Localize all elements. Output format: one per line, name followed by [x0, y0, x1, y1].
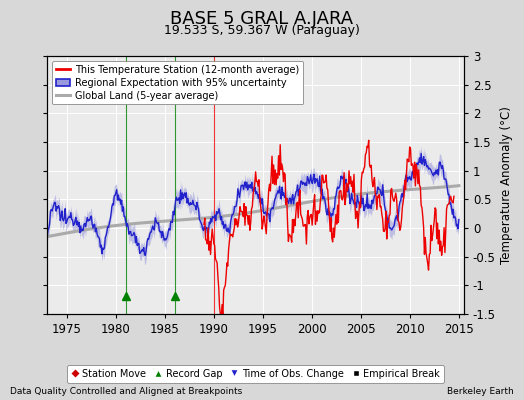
Text: 19.533 S, 59.367 W (Paraguay): 19.533 S, 59.367 W (Paraguay)	[164, 24, 360, 37]
Legend: Station Move, Record Gap, Time of Obs. Change, Empirical Break: Station Move, Record Gap, Time of Obs. C…	[67, 365, 444, 383]
Text: BASE 5 GRAL A.JARA: BASE 5 GRAL A.JARA	[170, 10, 354, 28]
Text: Data Quality Controlled and Aligned at Breakpoints: Data Quality Controlled and Aligned at B…	[10, 387, 243, 396]
Y-axis label: Temperature Anomaly (°C): Temperature Anomaly (°C)	[500, 106, 513, 264]
Text: Berkeley Earth: Berkeley Earth	[447, 387, 514, 396]
